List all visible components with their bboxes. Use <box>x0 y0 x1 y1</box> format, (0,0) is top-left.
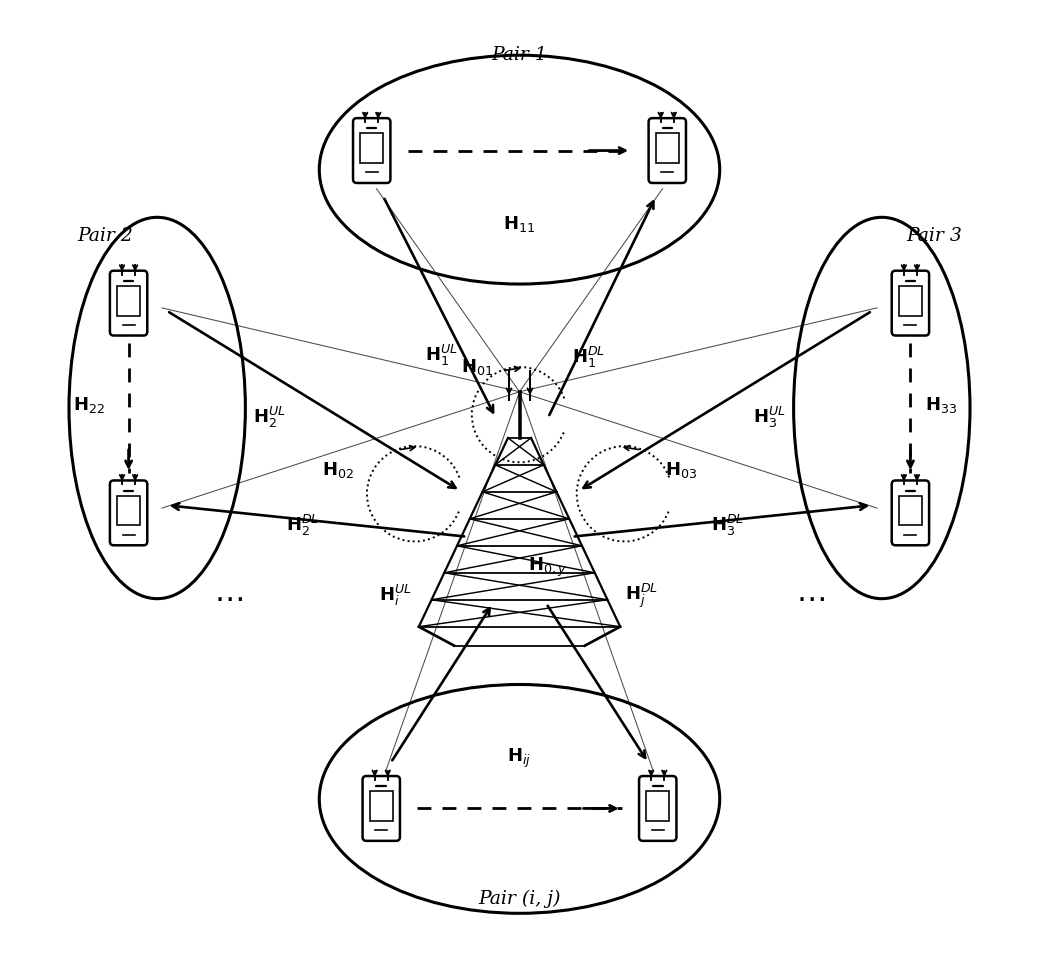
Text: $\mathbf{H}_2^{DL}$: $\mathbf{H}_2^{DL}$ <box>286 513 319 538</box>
Text: $\cdots$: $\cdots$ <box>214 584 243 613</box>
Text: $\mathbf{H}_1^{DL}$: $\mathbf{H}_1^{DL}$ <box>571 345 605 370</box>
Text: $\mathbf{H}_{0,y}$: $\mathbf{H}_{0,y}$ <box>529 555 567 579</box>
Text: $\mathbf{H}_2^{UL}$: $\mathbf{H}_2^{UL}$ <box>254 405 286 430</box>
FancyBboxPatch shape <box>363 776 400 841</box>
FancyBboxPatch shape <box>648 118 686 183</box>
Text: Pair 3: Pair 3 <box>906 227 962 246</box>
Text: $\mathbf{H}_1^{UL}$: $\mathbf{H}_1^{UL}$ <box>425 343 458 368</box>
Text: $\cdots$: $\cdots$ <box>796 584 825 613</box>
FancyBboxPatch shape <box>639 776 676 841</box>
Bar <box>646 791 669 821</box>
Text: $\mathbf{H}_3^{UL}$: $\mathbf{H}_3^{UL}$ <box>753 405 785 430</box>
Text: $\mathbf{H}_{ij}$: $\mathbf{H}_{ij}$ <box>507 746 532 769</box>
FancyBboxPatch shape <box>891 480 929 546</box>
Text: $\mathbf{H}_{02}$: $\mathbf{H}_{02}$ <box>322 460 354 480</box>
Bar <box>899 496 922 526</box>
Text: $\mathbf{H}_i^{UL}$: $\mathbf{H}_i^{UL}$ <box>379 583 411 608</box>
Text: $\mathbf{H}_{33}$: $\mathbf{H}_{33}$ <box>925 395 957 415</box>
Text: $\mathbf{H}_3^{DL}$: $\mathbf{H}_3^{DL}$ <box>711 513 744 538</box>
Text: $\mathbf{H}_{11}$: $\mathbf{H}_{11}$ <box>504 214 535 234</box>
Bar <box>117 496 140 526</box>
Text: $\mathbf{H}_j^{DL}$: $\mathbf{H}_j^{DL}$ <box>624 582 658 610</box>
FancyBboxPatch shape <box>891 270 929 336</box>
Text: $\mathbf{H}_{22}$: $\mathbf{H}_{22}$ <box>73 395 105 415</box>
Text: $\mathbf{H}_{01}$: $\mathbf{H}_{01}$ <box>460 357 492 377</box>
Bar <box>117 286 140 316</box>
Text: Pair 2: Pair 2 <box>77 227 133 246</box>
Bar <box>370 791 393 821</box>
Bar <box>899 286 922 316</box>
Text: Pair (i, j): Pair (i, j) <box>478 890 561 908</box>
FancyBboxPatch shape <box>353 118 391 183</box>
FancyBboxPatch shape <box>110 270 148 336</box>
FancyBboxPatch shape <box>110 480 148 546</box>
Bar <box>361 133 383 163</box>
Text: $\mathbf{H}_{03}$: $\mathbf{H}_{03}$ <box>666 460 698 480</box>
Text: Pair 1: Pair 1 <box>491 46 548 64</box>
Bar <box>656 133 678 163</box>
